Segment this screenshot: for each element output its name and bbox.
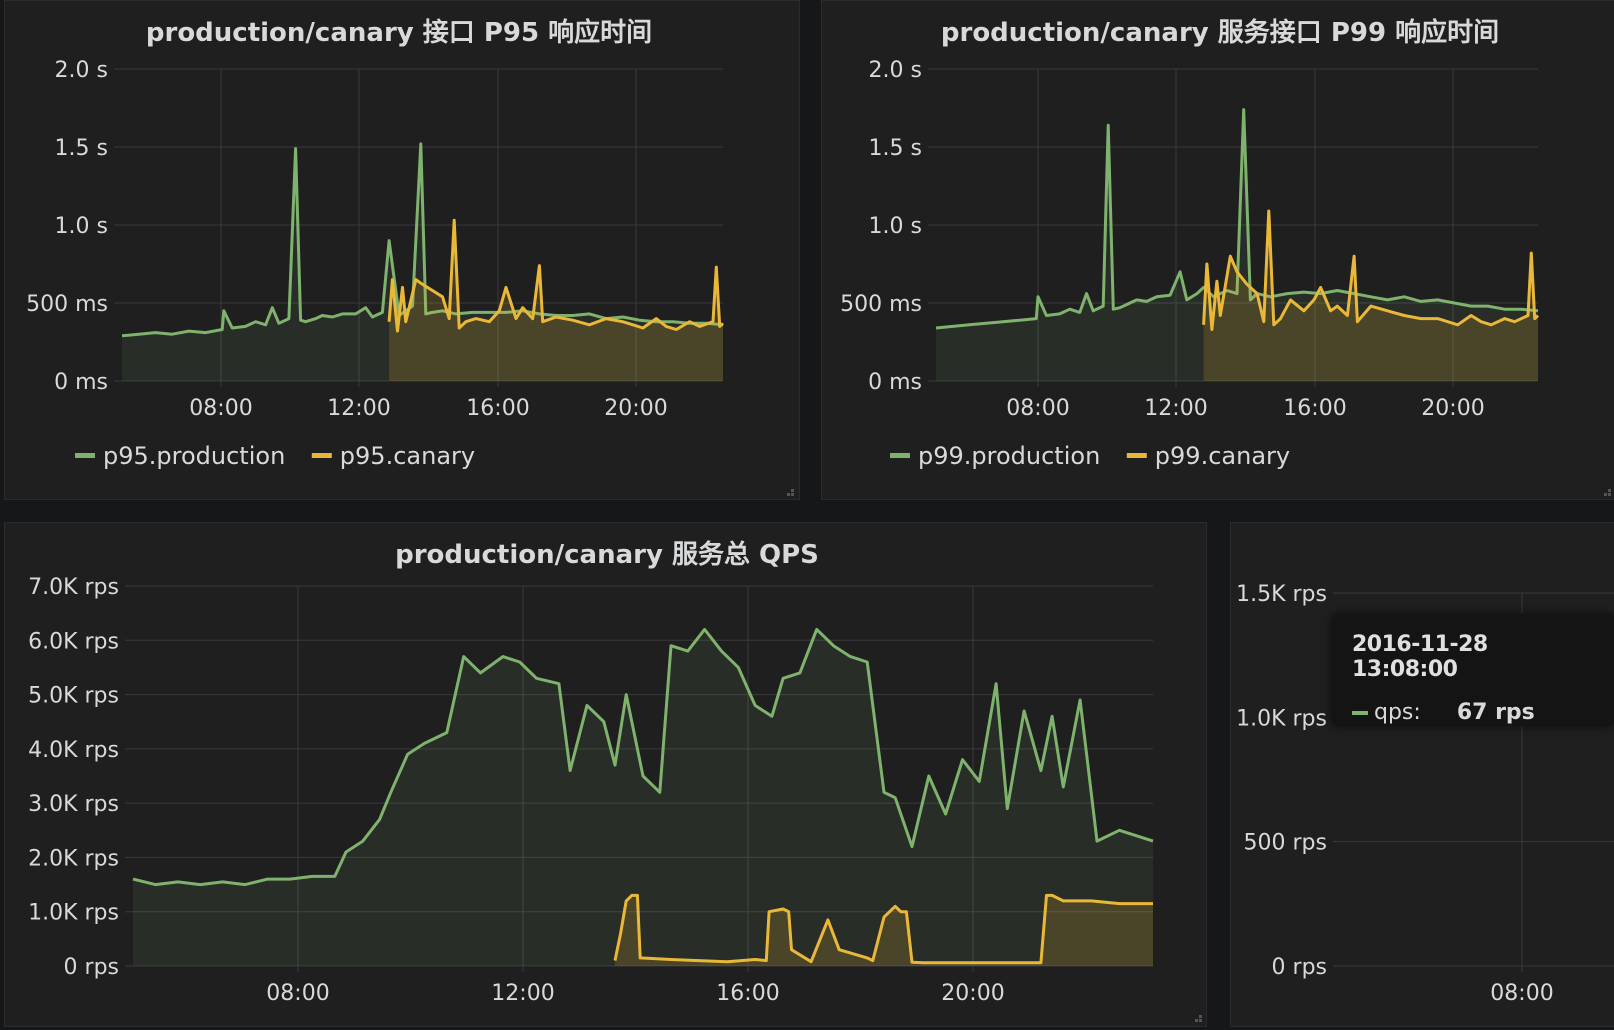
x-tick-label: 16:00 bbox=[716, 981, 779, 1006]
panel-p99-latency[interactable]: production/canary 服务接口 P99 响应时间 0 ms 500 m… bbox=[821, 0, 1614, 500]
legend-item: p95.canary bbox=[340, 442, 475, 470]
panel-total-qps[interactable]: production/canary 服务总 QPS 0 rps 1.0K rps 2.… bbox=[4, 522, 1207, 1027]
y-tick-label: 0 rps bbox=[64, 955, 119, 980]
y-tick-label: 0 ms bbox=[54, 370, 108, 395]
small-qps-chart: 0 rps 500 rps 1.0K rps 1.5K rps 08:00 bbox=[1236, 582, 1614, 1006]
y-tick-label: 2.0 s bbox=[55, 58, 108, 83]
series-line-canary bbox=[1202, 209, 1540, 331]
resize-handle-icon[interactable] bbox=[781, 487, 795, 497]
tooltip-row: qps: 67 rps bbox=[1352, 700, 1594, 725]
y-tick-label: 7.0K rps bbox=[28, 575, 119, 600]
panel-qps-small[interactable]: 0 rps 500 rps 1.0K rps 1.5K rps 08:00 bbox=[1230, 522, 1614, 1027]
series-area-production bbox=[936, 109, 1538, 381]
tooltip-time: 2016-11-28 13:08:00 bbox=[1352, 632, 1488, 682]
qps-chart: production/canary 服务总 QPS 0 rps 1.0K rps 2.… bbox=[28, 540, 1154, 1006]
y-tick-label: 3.0K rps bbox=[28, 792, 119, 817]
x-tick-label: 20:00 bbox=[1421, 396, 1484, 421]
y-tick-label: 1.0 s bbox=[55, 214, 108, 239]
y-tick-label: 4.0K rps bbox=[28, 738, 119, 763]
y-tick-label: 1.0 s bbox=[869, 214, 922, 239]
y-tick-label: 1.0K rps bbox=[1236, 706, 1327, 731]
legend-swatch bbox=[890, 453, 910, 458]
chart-title: production/canary 服务总 QPS bbox=[395, 540, 819, 570]
x-tick-label: 08:00 bbox=[189, 396, 252, 421]
tooltip-series-name: qps: bbox=[1374, 700, 1421, 725]
x-tick-label: 20:00 bbox=[604, 396, 667, 421]
y-tick-label: 1.5 s bbox=[55, 136, 108, 161]
series-line-canary bbox=[387, 218, 725, 333]
x-tick-label: 16:00 bbox=[1283, 396, 1346, 421]
x-tick-label: 08:00 bbox=[1006, 396, 1069, 421]
p99-chart: production/canary 服务接口 P99 响应时间 0 ms 500 m… bbox=[840, 17, 1540, 470]
legend-swatch bbox=[75, 453, 95, 458]
y-tick-label: 0 rps bbox=[1272, 955, 1327, 980]
tooltip-series-swatch bbox=[1352, 710, 1368, 715]
y-tick-label: 500 rps bbox=[1244, 831, 1327, 856]
y-tick-label: 500 ms bbox=[840, 292, 922, 317]
series-line-canary bbox=[613, 893, 1153, 965]
series-area-canary bbox=[389, 220, 723, 381]
resize-handle-icon[interactable] bbox=[1189, 1013, 1203, 1023]
series-line-production bbox=[132, 627, 1154, 887]
y-tick-label: 500 ms bbox=[26, 292, 108, 317]
hover-tooltip: 2016-11-28 13:08:00 qps: 67 rps bbox=[1332, 614, 1614, 726]
chart-title: production/canary 服务接口 P99 响应时间 bbox=[941, 17, 1499, 48]
x-tick-label: 20:00 bbox=[941, 981, 1004, 1006]
p95-chart: production/canary 接口 P95 响应时间 0 ms 500 ms 1… bbox=[26, 17, 725, 470]
y-tick-label: 1.0K rps bbox=[28, 901, 119, 926]
legend-swatch bbox=[1126, 453, 1147, 458]
resize-handle-icon[interactable] bbox=[1598, 487, 1612, 497]
series-line-production bbox=[935, 108, 1539, 330]
chart-title: production/canary 接口 P95 响应时间 bbox=[146, 17, 652, 48]
y-tick-label: 2.0K rps bbox=[28, 846, 119, 871]
x-tick-label: 12:00 bbox=[327, 396, 390, 421]
x-tick-label: 16:00 bbox=[466, 396, 529, 421]
y-tick-label: 0 ms bbox=[868, 370, 922, 395]
x-tick-label: 12:00 bbox=[491, 981, 554, 1006]
x-tick-label: 08:00 bbox=[266, 981, 329, 1006]
series-area-canary bbox=[615, 895, 1153, 966]
legend-item: p99.canary bbox=[1155, 442, 1290, 470]
series-area-production bbox=[133, 629, 1153, 966]
series-line-production bbox=[121, 142, 724, 338]
x-tick-label: 08:00 bbox=[1490, 981, 1553, 1006]
y-tick-label: 5.0K rps bbox=[28, 684, 119, 709]
series-area-canary bbox=[1203, 211, 1538, 381]
tooltip-value: 67 rps bbox=[1456, 700, 1535, 725]
x-tick-label: 12:00 bbox=[1144, 396, 1207, 421]
panel-p95-latency[interactable]: production/canary 接口 P95 响应时间 0 ms 500 ms 1… bbox=[4, 0, 800, 500]
y-tick-label: 2.0 s bbox=[869, 58, 922, 83]
y-tick-label: 1.5K rps bbox=[1236, 582, 1327, 607]
legend-item: p95.production bbox=[103, 442, 285, 470]
legend-swatch bbox=[311, 453, 332, 458]
legend-item: p99.production bbox=[918, 442, 1100, 470]
y-tick-label: 6.0K rps bbox=[28, 629, 119, 654]
y-tick-label: 1.5 s bbox=[869, 136, 922, 161]
